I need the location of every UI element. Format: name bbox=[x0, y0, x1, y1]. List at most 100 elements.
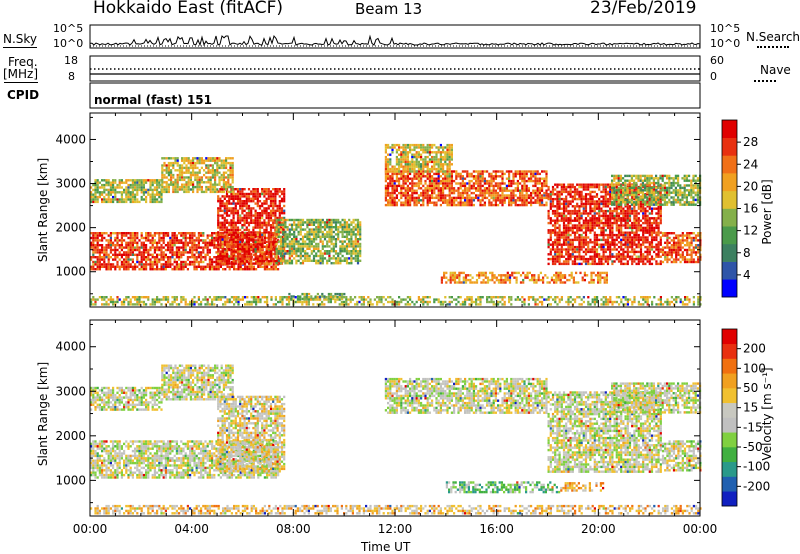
echo-cell bbox=[439, 175, 442, 178]
echo-cell bbox=[580, 233, 583, 237]
echo-cell bbox=[415, 163, 418, 166]
echo-cell bbox=[241, 192, 244, 196]
echo-cell bbox=[417, 184, 420, 188]
echo-cell bbox=[558, 197, 561, 201]
echo-cell bbox=[256, 224, 259, 227]
echo-cell bbox=[406, 175, 409, 178]
echo-cell bbox=[348, 238, 351, 241]
echo-cell bbox=[263, 252, 266, 256]
echo-cell bbox=[457, 187, 460, 190]
echo-cell bbox=[415, 151, 418, 154]
echo-cell bbox=[415, 160, 418, 164]
echo-cell bbox=[584, 197, 588, 201]
echo-cell bbox=[140, 268, 143, 271]
echo-cell bbox=[510, 170, 513, 173]
echo-cell bbox=[140, 260, 143, 264]
echo-cell bbox=[411, 177, 414, 180]
echo-cell bbox=[127, 258, 130, 261]
echo-cell bbox=[384, 165, 387, 168]
echo-cell bbox=[217, 195, 220, 198]
echo-cell bbox=[170, 173, 173, 177]
echo-cell bbox=[521, 172, 524, 176]
echo-cell bbox=[224, 234, 227, 237]
echo-cell bbox=[428, 179, 431, 183]
echo-cell bbox=[315, 254, 318, 258]
echo-cell bbox=[196, 157, 199, 160]
echo-cell bbox=[225, 202, 229, 205]
echo-cell bbox=[170, 178, 173, 182]
echo-cell bbox=[234, 209, 237, 212]
nave-label: Nave bbox=[760, 63, 791, 77]
echo-cell bbox=[234, 204, 237, 208]
echo-cell bbox=[196, 166, 199, 170]
echo-cell bbox=[384, 146, 387, 149]
echo-cell bbox=[129, 263, 132, 266]
echo-cell bbox=[571, 238, 574, 242]
echo-cell bbox=[227, 176, 230, 179]
echo-cell bbox=[174, 178, 177, 182]
echo-cell bbox=[276, 240, 279, 244]
echo-cell bbox=[323, 223, 327, 226]
echo-cell bbox=[442, 187, 445, 190]
echo-cell bbox=[350, 233, 353, 236]
echo-cell bbox=[215, 244, 218, 247]
echo-cell bbox=[551, 229, 555, 232]
echo-cell bbox=[611, 214, 614, 218]
echo-cell bbox=[219, 255, 222, 258]
echo-cell bbox=[214, 159, 217, 162]
echo-cell bbox=[265, 257, 268, 260]
echo-cell bbox=[312, 235, 316, 238]
echo-cell bbox=[556, 185, 559, 189]
echo-cell bbox=[391, 177, 394, 180]
echo-cell bbox=[170, 183, 173, 186]
echo-cell bbox=[123, 263, 126, 266]
echo-cell bbox=[274, 231, 277, 234]
echo-cell bbox=[254, 243, 257, 246]
echo-cell bbox=[413, 184, 416, 188]
echo-cell bbox=[609, 209, 612, 213]
echo-cell bbox=[173, 258, 176, 261]
echo-cell bbox=[231, 161, 234, 165]
echo-cell bbox=[94, 236, 97, 240]
echo-cell bbox=[223, 236, 226, 239]
echo-cell bbox=[165, 181, 168, 184]
echo-cell bbox=[239, 260, 242, 264]
echo-cell bbox=[234, 224, 237, 227]
echo-cell bbox=[400, 175, 403, 178]
echo-cell bbox=[622, 207, 625, 210]
echo-cell bbox=[310, 259, 313, 262]
echo-cell bbox=[228, 248, 231, 251]
echo-cell bbox=[176, 157, 179, 160]
echo-cell bbox=[299, 247, 302, 250]
echo-cell bbox=[202, 260, 205, 264]
echo-cell bbox=[521, 189, 524, 192]
echo-cell bbox=[258, 255, 262, 258]
echo-cell bbox=[584, 212, 588, 215]
echo-cell bbox=[101, 191, 104, 194]
echo-cell bbox=[595, 195, 599, 198]
echo-cell bbox=[523, 175, 526, 178]
echo-cell bbox=[508, 196, 511, 200]
echo-cell bbox=[272, 232, 275, 235]
echo-cell bbox=[448, 148, 451, 152]
echo-cell bbox=[510, 179, 513, 183]
echo-cell bbox=[556, 205, 559, 208]
echo-cell bbox=[277, 223, 280, 226]
echo-cell bbox=[402, 160, 405, 164]
echo-cell bbox=[280, 216, 284, 220]
echo-cell bbox=[501, 189, 504, 192]
echo-cell bbox=[560, 202, 563, 206]
echo-cell bbox=[252, 188, 255, 191]
echo-cell bbox=[187, 188, 190, 191]
echo-cell bbox=[602, 185, 605, 189]
echo-cell bbox=[395, 143, 398, 147]
echo-cell bbox=[272, 209, 275, 212]
echo-cell bbox=[107, 200, 110, 204]
echo-cell bbox=[348, 262, 351, 265]
echo-cell bbox=[277, 218, 280, 222]
echo-cell bbox=[584, 241, 588, 244]
echo-cell bbox=[127, 248, 130, 252]
echo-cell bbox=[470, 172, 473, 176]
echo-cell bbox=[279, 259, 283, 262]
